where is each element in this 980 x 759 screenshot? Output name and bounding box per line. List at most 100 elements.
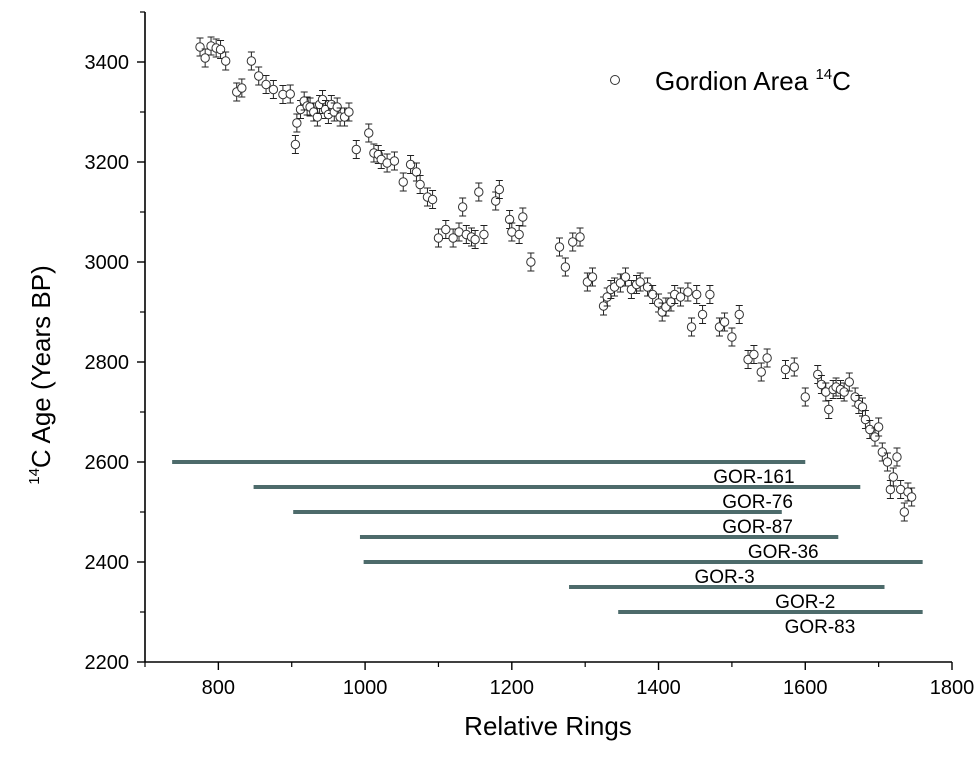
point-marker (824, 404, 834, 415)
point-marker (870, 432, 880, 442)
legend-label-main: Gordion Area (655, 66, 815, 96)
data-point (200, 48, 210, 68)
data-point (647, 285, 658, 304)
point-marker (857, 402, 868, 412)
data-point (857, 397, 868, 417)
data-point (885, 480, 896, 499)
point-marker (882, 457, 893, 467)
data-point (554, 237, 565, 257)
x-tick-label: 1200 (490, 677, 535, 699)
point-marker (560, 262, 571, 272)
point-marker (317, 94, 328, 105)
point-marker (675, 292, 686, 302)
point-marker (411, 167, 422, 177)
data-point (895, 480, 906, 499)
data-point (691, 285, 702, 304)
data-point (344, 102, 354, 122)
data-point (215, 40, 226, 59)
range-bars: GOR-161 GOR-76 GOR-87 GOR-36 GOR-3 GOR-2 GOR-8… (172, 460, 923, 638)
point-marker (635, 277, 645, 287)
point-marker (587, 272, 598, 282)
data-point (490, 191, 501, 211)
point-marker (756, 367, 766, 377)
point-marker (865, 424, 875, 435)
data-point (683, 282, 693, 302)
data-point (351, 140, 361, 159)
data-point (518, 207, 528, 227)
data-point (892, 447, 902, 467)
y-tick-label: 2200 (85, 652, 130, 674)
data-point (206, 36, 216, 56)
point-marker (642, 282, 653, 292)
data-point (292, 113, 302, 133)
point-marker (780, 364, 791, 375)
y-tick-label: 3200 (85, 152, 130, 174)
y-axis-label: 14C Age (Years BP) (26, 265, 56, 485)
point-marker (899, 507, 910, 517)
data-point (568, 232, 578, 252)
x-tick-label: 1000 (343, 677, 388, 699)
data-point (494, 180, 505, 199)
data-point (749, 345, 759, 364)
data-point (221, 51, 231, 71)
point-marker (575, 232, 585, 242)
point-marker (405, 159, 416, 170)
data-point (882, 452, 893, 472)
data-point (800, 387, 810, 407)
point-marker (906, 492, 917, 502)
x-tick-label: 1600 (783, 677, 828, 699)
point-marker (518, 212, 528, 222)
data-point (575, 227, 585, 247)
x-tick-label: 800 (202, 677, 235, 699)
range-label: GOR-2 (775, 592, 835, 613)
point-marker (246, 56, 257, 66)
point-marker (494, 184, 505, 195)
data-point (789, 357, 799, 377)
data-point (780, 360, 791, 379)
point-marker (860, 414, 871, 425)
point-marker (683, 287, 693, 297)
data-point (479, 225, 489, 244)
data-point (474, 182, 484, 202)
data-point (433, 228, 444, 248)
axes: 2200 2400 2600 2800 3000 3200 3400 800 1000 1200 1… (85, 11, 975, 699)
data-point (514, 225, 524, 244)
range-label: GOR-83 (785, 617, 856, 638)
x-tick-label: 1800 (930, 677, 975, 699)
point-marker (474, 187, 484, 197)
data-point (268, 80, 279, 99)
data-point (888, 467, 899, 487)
data-point (906, 487, 917, 507)
point-marker (743, 354, 753, 365)
point-marker (427, 194, 438, 205)
point-marker (813, 369, 823, 380)
data-point (427, 190, 438, 209)
data-point (504, 210, 515, 229)
point-marker (514, 229, 524, 240)
data-point (405, 155, 416, 174)
point-marker (261, 79, 271, 90)
data-point (865, 420, 875, 439)
data-point (237, 78, 247, 98)
data-point (899, 502, 910, 522)
y-axis-label-main: C Age (Years BP) (26, 265, 56, 468)
data-point (285, 84, 295, 104)
y-axis-label-sup: 14 (26, 468, 43, 485)
data-point (246, 51, 257, 71)
point-marker (789, 362, 799, 372)
data-point (389, 151, 400, 171)
point-marker (526, 257, 536, 267)
x-axis-label: Relative Rings (464, 711, 632, 741)
point-marker (705, 289, 715, 300)
point-marker (691, 289, 702, 300)
y-tick-label: 3400 (85, 52, 130, 74)
point-marker (470, 234, 480, 245)
point-marker (351, 144, 361, 155)
point-marker (816, 379, 827, 390)
data-point (642, 277, 653, 297)
point-marker (666, 297, 676, 307)
data-point (332, 97, 342, 117)
data-point (839, 382, 849, 402)
range-label: GOR-76 (722, 492, 793, 513)
